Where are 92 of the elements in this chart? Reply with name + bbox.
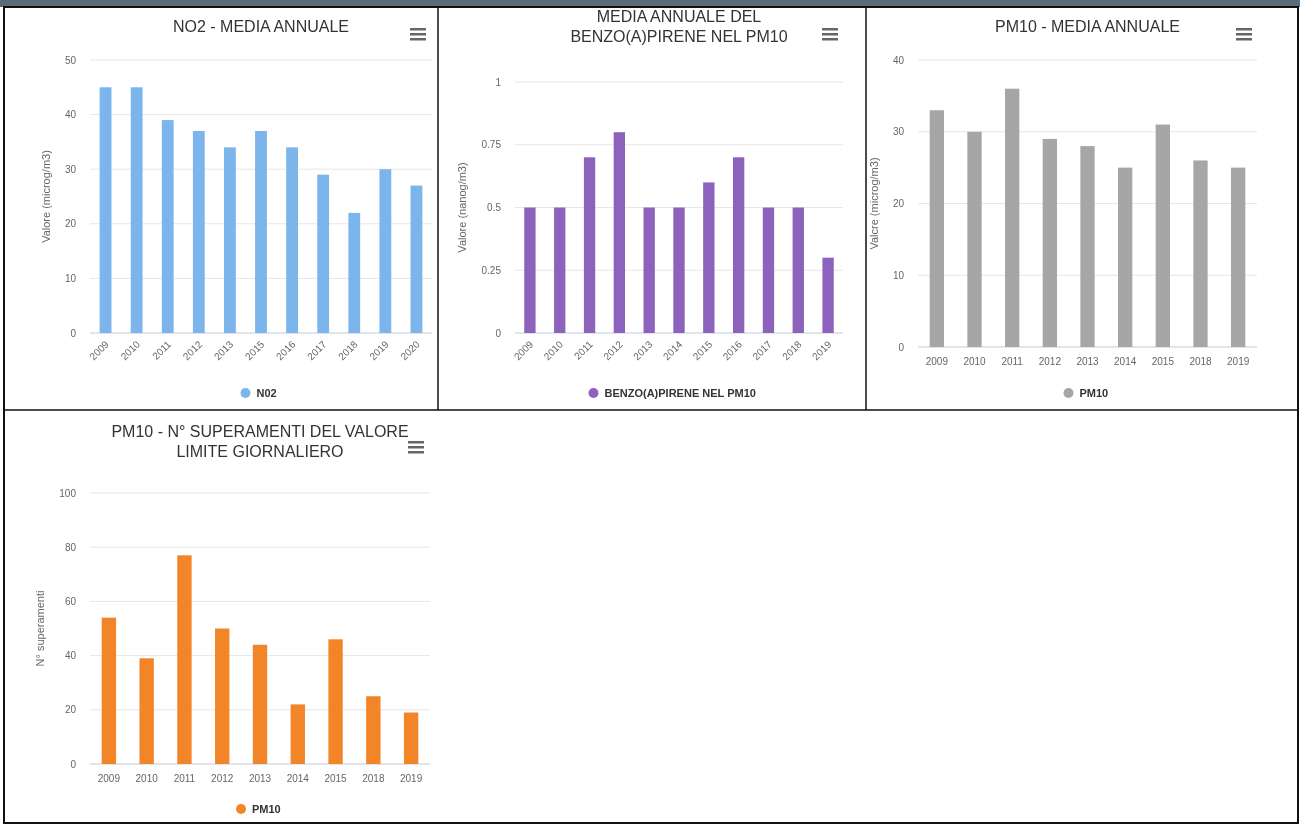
bar (643, 207, 655, 333)
y-tick-label: 1 (495, 76, 502, 88)
y-tick-label: 0.75 (481, 139, 502, 151)
bar (1231, 167, 1246, 347)
y-axis-title: N° superamenti (34, 590, 46, 667)
bar (792, 207, 804, 333)
y-tick-label: 0 (70, 758, 77, 770)
x-tick-label: 2013 (1076, 356, 1100, 367)
bar (379, 169, 392, 333)
x-tick-label: 2012 (211, 773, 234, 784)
bar (215, 628, 230, 764)
legend-label: N02 (256, 386, 277, 399)
bar (410, 185, 423, 333)
y-axis-title: Valore (microg/m3) (40, 150, 52, 243)
bar (224, 147, 236, 333)
x-tick-label: 2011 (173, 773, 196, 784)
bar (366, 696, 381, 764)
bar (255, 130, 267, 333)
bar (177, 555, 192, 764)
y-tick-label: 20 (64, 218, 77, 230)
y-tick-label: 40 (892, 54, 905, 66)
x-tick-label: 2011 (1001, 356, 1024, 367)
x-tick-label: 2009 (97, 773, 121, 784)
bar (139, 658, 154, 764)
x-tick-label: 2014 (286, 773, 310, 784)
bar (192, 130, 205, 333)
chart-title: PM10 - N° SUPERAMENTI DEL VALORE LIMITE GIORNALIERO (111, 423, 409, 460)
bar (524, 207, 536, 333)
bar (317, 174, 330, 333)
bar (286, 147, 298, 333)
y-tick-label: 20 (892, 198, 905, 209)
y-tick-label: 80 (64, 541, 77, 553)
chart-title: PM10 - MEDIA ANNUALE (995, 18, 1180, 35)
bar (1042, 138, 1057, 347)
bar (1193, 160, 1208, 347)
bar (1080, 146, 1095, 347)
bar (161, 120, 174, 333)
bar (732, 157, 745, 333)
bar (328, 639, 343, 764)
bar (673, 207, 685, 333)
bar (99, 87, 112, 333)
bar (929, 110, 944, 347)
legend-label: PM10 (1079, 386, 1109, 399)
bar (101, 617, 117, 764)
y-tick-label: 0 (495, 327, 502, 339)
x-tick-label: 2018 (362, 773, 385, 784)
x-tick-label: 2012 (1038, 356, 1062, 367)
y-axis-title: Valore (nanog/m3) (456, 162, 468, 253)
x-tick-label: 2019 (399, 773, 423, 784)
bar (703, 182, 715, 333)
y-tick-label: 40 (64, 650, 77, 662)
bar (290, 704, 305, 764)
bar (613, 132, 626, 333)
bar (403, 712, 419, 764)
y-tick-label: 60 (64, 595, 77, 607)
y-tick-label: 30 (64, 163, 77, 175)
bar (1155, 124, 1170, 347)
x-tick-label: 2018 (1189, 356, 1213, 367)
y-tick-label: 30 (892, 126, 905, 138)
x-tick-label: 2015 (324, 773, 348, 784)
bar (967, 131, 982, 347)
bar (252, 644, 268, 764)
bar (762, 207, 775, 333)
y-tick-label: 20 (64, 704, 77, 716)
bar (130, 87, 143, 333)
legend-label: BENZO(A)PIRENE NEL PM10 (604, 386, 756, 399)
y-tick-label: 50 (64, 54, 77, 66)
y-tick-label: 0.25 (481, 264, 502, 276)
y-tick-label: 10 (64, 272, 77, 284)
chart-title: NO2 - MEDIA ANNUALE (172, 18, 350, 35)
bar (348, 212, 361, 333)
legend-label: PM10 (252, 802, 281, 815)
bar (554, 207, 566, 333)
y-tick-label: 0 (898, 341, 905, 353)
y-tick-label: 40 (64, 109, 77, 121)
bar (1005, 88, 1020, 347)
y-axis-title: Valcre (microg/m3) (868, 157, 880, 250)
x-tick-label: 2009 (925, 356, 949, 367)
bar (822, 257, 834, 333)
bar (583, 157, 596, 333)
chart-title: MEDIA ANNUALE DEL BENZO(A)PIRENE NEL PM10 (570, 8, 788, 45)
x-tick-label: 2014 (1114, 356, 1137, 367)
y-tick-label: 10 (892, 269, 905, 281)
x-tick-label: 2013 (248, 773, 272, 784)
x-tick-label: 2010 (135, 773, 159, 784)
x-tick-label: 2010 (963, 356, 987, 367)
y-tick-label: 0 (70, 327, 77, 339)
y-tick-label: 100 (59, 487, 77, 499)
x-tick-label: 2019 (1227, 356, 1250, 367)
x-tick-label: 2015 (1151, 356, 1175, 367)
bar (1118, 167, 1133, 347)
y-tick-label: 0.5 (487, 202, 502, 213)
